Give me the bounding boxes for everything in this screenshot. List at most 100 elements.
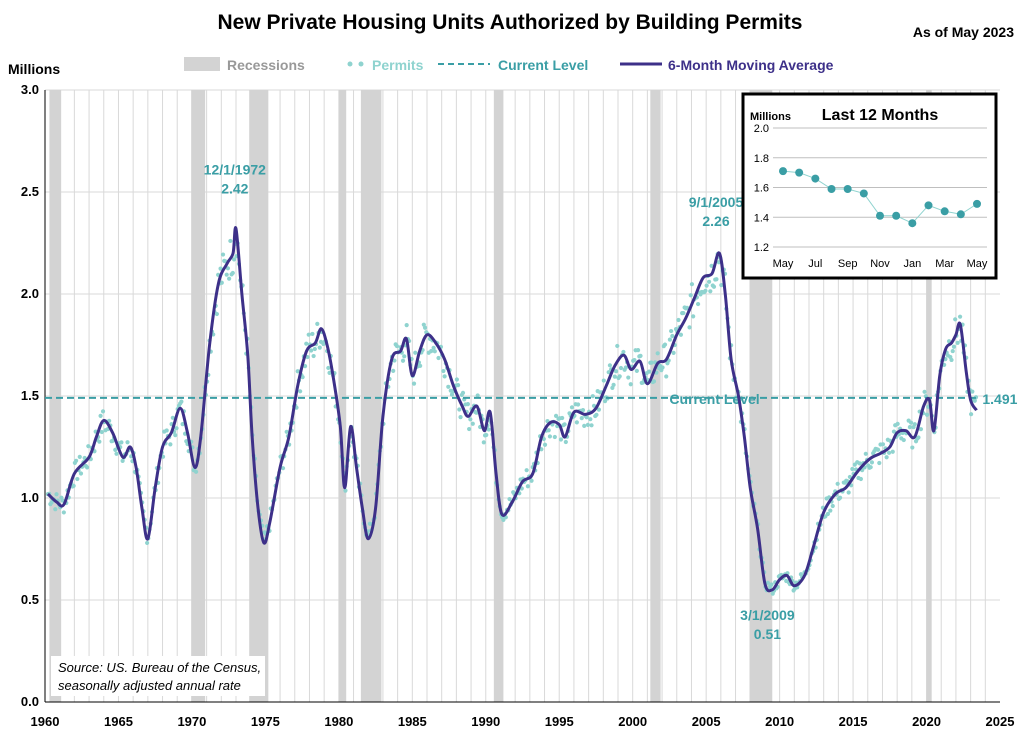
recession-band [249,90,269,702]
permit-point [857,461,862,466]
permit-point [613,369,619,374]
x-tick-label: 1990 [471,714,500,729]
permit-point [635,348,641,353]
permit-point [626,375,631,380]
permit-point [662,342,668,347]
permit-point [601,378,606,383]
source-line-2: seasonally adjusted annual rate [58,678,241,693]
source-box [51,656,265,696]
permit-point [880,442,886,447]
permit-point [847,474,852,480]
main-plot: 0.0 0.5 1.0 1.5 2.0 2.5 3.0 1960 1965 1970 1975 198… [21,82,1018,729]
source-line-1: Source: US. Bureau of the Census, [58,660,261,675]
permit-point [714,277,719,282]
chart-title: New Private Housing Units Authorized by … [218,11,803,34]
annotation-value: 2.26 [702,213,729,229]
permit-point [884,455,889,460]
inset-x-tick: Jan [903,258,921,270]
y-tick-label: 2.0 [21,286,39,301]
inset-y-tick: 2.0 [754,123,769,135]
permit-point [449,392,455,397]
permit-point [474,410,479,415]
inset-point [908,219,917,228]
permit-point [468,417,473,422]
legend-moving-average: 6-Month Moving Average [668,57,834,73]
permit-point [300,375,305,380]
y-tick-label: 3.0 [21,82,39,97]
permit-point [542,442,548,447]
permit-point [623,365,628,370]
permit-point [97,439,102,444]
permit-point [711,284,717,289]
permit-point [969,412,974,417]
permit-point [475,393,480,398]
recession-band [493,90,504,702]
permit-point [689,282,695,287]
permit-point [970,389,975,394]
permit-point [394,343,399,349]
permit-point [955,340,960,345]
permit-point [552,434,557,440]
permit-point [628,382,633,387]
permit-point [709,263,714,268]
annotation-date: 9/1/2005 [689,194,744,210]
inset-x-tick: May [967,258,988,270]
permit-point [681,310,686,316]
permit-point [100,409,106,414]
permit-point [560,415,565,421]
recession-band [49,90,62,702]
permit-point [588,417,593,422]
recession-band [191,90,206,702]
inset-point [811,174,820,183]
permit-point [890,449,895,454]
permit-point [180,422,185,427]
permit-point [895,421,900,426]
legend-recession-swatch [184,57,220,71]
permit-point [589,423,594,428]
inset-x-tick: Jul [808,258,822,270]
permit-point [688,293,693,298]
permit-point [584,415,589,420]
permit-point [621,349,626,355]
permit-point [470,421,475,426]
permit-point [562,422,567,427]
permit-point [618,365,624,371]
permit-point [75,476,80,482]
permit-point [575,402,581,407]
legend-permits-dot [347,61,353,67]
y-tick-label: 1.0 [21,490,39,505]
permit-point [413,350,418,355]
permit-point [676,317,681,323]
legend-recessions: Recessions [227,57,305,73]
inset-chart: Last 12 Months Millions 1.2 1.4 1.6 1.8 2.0 M… [741,92,998,280]
inset-point [956,210,965,219]
permit-point [951,344,957,349]
permit-point [579,416,584,421]
permit-point [830,503,835,509]
permit-point [460,390,466,396]
permit-point [227,276,232,281]
permit-point [606,370,611,375]
permit-point [524,468,529,473]
annotation-value: 2.42 [221,180,248,196]
x-tick-label: 1970 [177,714,206,729]
permit-point [54,492,59,497]
permit-point [910,445,915,450]
permit-point [582,423,587,428]
permit-point [602,399,608,404]
permit-point [392,358,397,363]
permit-point [125,440,130,445]
current-level-value: 1.491 [982,391,1017,407]
legend-current-level: Current Level [498,57,588,73]
permit-point [901,437,906,443]
permit-point [53,507,58,512]
permit-point [558,437,564,442]
permit-point [193,469,199,474]
recession-band [338,90,347,702]
permit-point [835,481,840,486]
permit-point [546,428,551,433]
permit-point [607,363,613,368]
permit-point [120,458,125,464]
permit-point [918,427,924,432]
permit-point [404,323,409,328]
